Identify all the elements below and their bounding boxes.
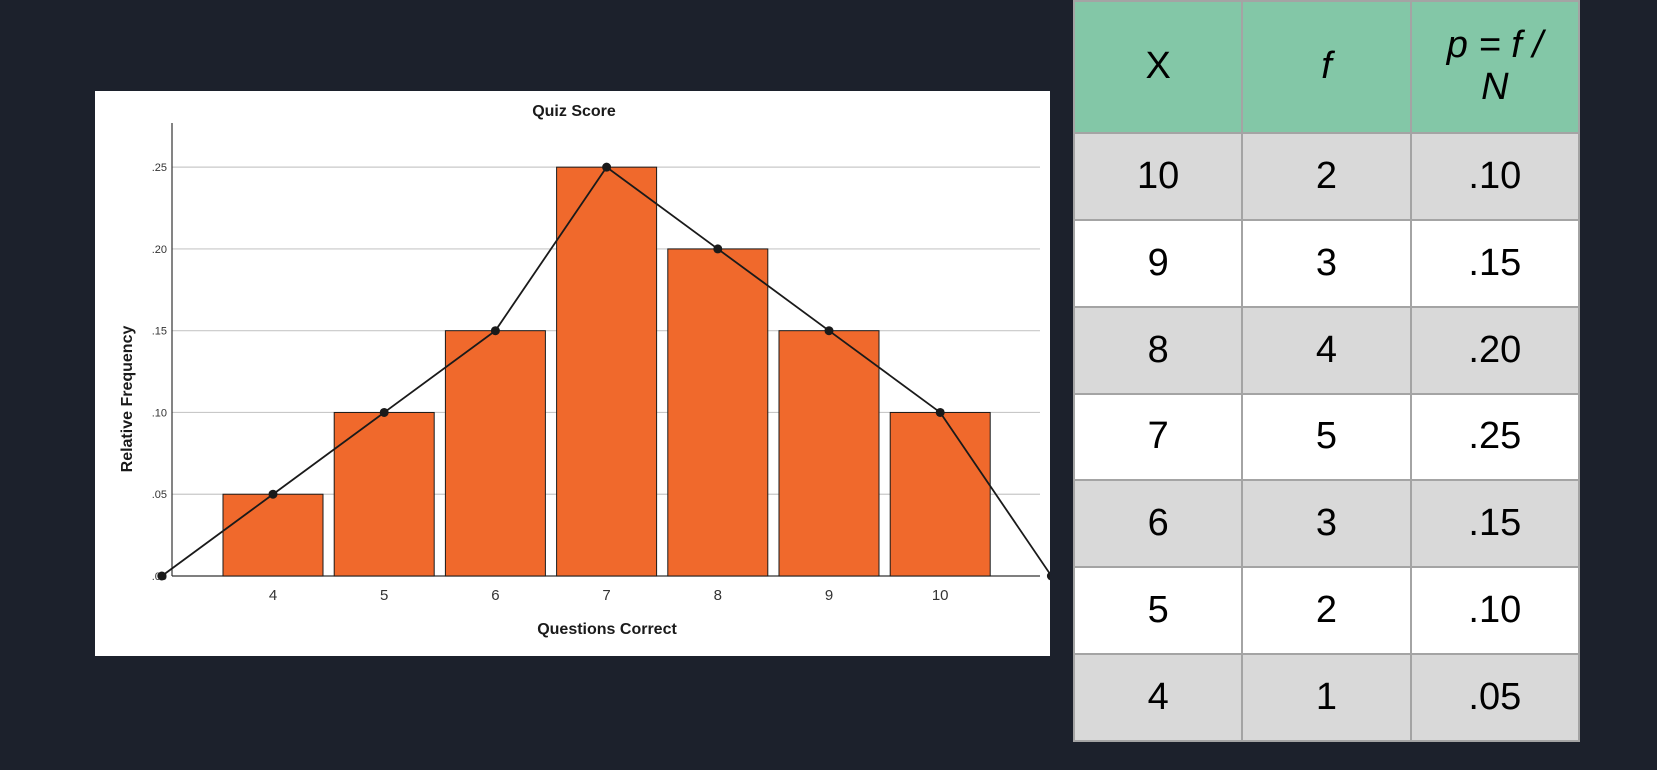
header-f-label: f — [1321, 45, 1332, 88]
table-row: 10 2 .10 — [1072, 132, 1581, 221]
x-tick-label: 8 — [714, 587, 722, 604]
y-tick-label: .20 — [152, 244, 167, 256]
bar — [333, 411, 435, 577]
table-row: 6 3 .15 — [1072, 479, 1581, 569]
cell-f: 4 — [1241, 305, 1412, 395]
cell-p: .20 — [1409, 305, 1581, 395]
polygon-point — [602, 162, 612, 172]
polygon-point — [157, 571, 167, 581]
cell-x: 6 — [1072, 479, 1244, 569]
table-row: 7 5 .25 — [1072, 392, 1581, 482]
cell-x: 7 — [1072, 392, 1244, 482]
polygon-point — [1046, 571, 1050, 581]
cell-p: .10 — [1409, 566, 1581, 656]
bar — [778, 330, 880, 577]
cell-p: .10 — [1409, 132, 1581, 221]
bar — [444, 330, 546, 577]
x-tick-label: 9 — [825, 587, 833, 604]
y-tick-label: .10 — [152, 407, 167, 419]
cell-p: .25 — [1409, 392, 1581, 482]
x-tick-label: 6 — [491, 587, 499, 604]
header-x-label: X — [1145, 45, 1171, 88]
cell-f: 2 — [1241, 132, 1412, 221]
frequency-table: X f p = f / N 10 2 .10 9 3 .15 8 4 .20 7… — [1072, 0, 1581, 742]
cell-p: .15 — [1409, 479, 1581, 569]
cell-f: 3 — [1241, 218, 1412, 308]
y-axis-label: Relative Frequency — [119, 326, 136, 473]
y-tick-label: .15 — [152, 326, 167, 338]
cell-x: 10 — [1072, 132, 1244, 221]
polygon-point — [935, 407, 945, 417]
table-header-row: X f p = f / N — [1072, 0, 1581, 134]
bar — [667, 248, 769, 577]
bar — [222, 493, 324, 577]
cell-p: .15 — [1409, 218, 1581, 308]
chart-title: Quiz Score — [532, 103, 616, 120]
x-tick-label: 7 — [602, 587, 610, 604]
polygon-point — [268, 489, 278, 499]
header-x: X — [1072, 0, 1244, 134]
header-p-label: p = f / N — [1446, 24, 1543, 108]
x-axis-label: Questions Correct — [537, 621, 677, 638]
polygon-point — [379, 407, 389, 417]
chart-svg: Quiz Score Questions Correct Relative Fr… — [119, 103, 1050, 638]
polygon-point — [490, 326, 500, 336]
cell-f: 2 — [1241, 566, 1412, 656]
table-row: 4 1 .05 — [1072, 653, 1581, 742]
table-row: 9 3 .15 — [1072, 218, 1581, 308]
cell-p: .05 — [1409, 653, 1581, 742]
header-p: p = f / N — [1409, 0, 1581, 134]
bar — [889, 411, 991, 577]
y-tick-label: .05 — [152, 489, 167, 501]
cell-x: 8 — [1072, 305, 1244, 395]
x-tick-label: 5 — [380, 587, 388, 604]
x-tick-label: 10 — [932, 587, 949, 604]
header-f: f — [1241, 0, 1412, 134]
bar — [556, 166, 658, 577]
table-row: 8 4 .20 — [1072, 305, 1581, 395]
y-tick-label: .25 — [152, 162, 167, 174]
cell-f: 5 — [1241, 392, 1412, 482]
table-row: 5 2 .10 — [1072, 566, 1581, 656]
x-tick-label: 4 — [269, 587, 277, 604]
chart-panel: Quiz Score Questions Correct Relative Fr… — [95, 91, 1050, 656]
cell-x: 9 — [1072, 218, 1244, 308]
cell-x: 5 — [1072, 566, 1244, 656]
cell-f: 1 — [1241, 653, 1412, 742]
polygon-point — [713, 244, 723, 254]
polygon-point — [824, 326, 834, 336]
cell-f: 3 — [1241, 479, 1412, 569]
cell-x: 4 — [1072, 653, 1244, 742]
